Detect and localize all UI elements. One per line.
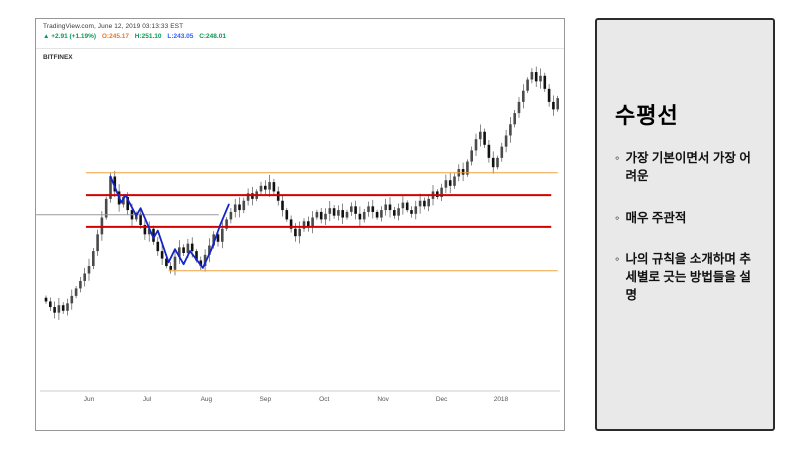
header-divider — [36, 48, 564, 49]
high-value: H:251.10 — [134, 32, 162, 40]
svg-text:2018: 2018 — [494, 396, 509, 403]
bullet-marker-icon: ◦ — [615, 151, 620, 165]
note-list: ◦ 가장 기본이면서 가장 어려운 ◦ 매우 주관적 ◦ 나의 규칙을 소개하며… — [615, 150, 761, 305]
svg-text:Jun: Jun — [84, 396, 95, 403]
svg-text:Oct: Oct — [319, 396, 329, 403]
chart-panel: TradingView.com, June 12, 2019 03:13:33 … — [35, 18, 565, 431]
change-value: ▲ +2.91 (+1.19%) — [43, 32, 97, 40]
note-bullet-text: 가장 기본이면서 가장 어려운 — [625, 151, 751, 183]
note-bullet-text: 나의 규칙을 소개하며 추세별로 긋는 방법들을 설명 — [625, 252, 751, 302]
svg-text:Sep: Sep — [260, 396, 272, 403]
candlestick-chart: Jun Jul Aug Sep Oct Nov Dec 2018 — [36, 66, 560, 403]
note-bullet: ◦ 나의 규칙을 소개하며 추세별로 긋는 방법들을 설명 — [615, 251, 761, 304]
note-bullet: ◦ 가장 기본이면서 가장 어려운 — [615, 150, 761, 186]
bullet-marker-icon: ◦ — [615, 252, 620, 267]
close-value: C:248.01 — [199, 32, 226, 40]
svg-text:Jul: Jul — [143, 396, 152, 403]
note-title: 수평선 — [615, 103, 679, 128]
watermark-text: TradingView.com, June 12, 2019 03:13:33 … — [43, 23, 184, 30]
open-value: O:245.17 — [101, 32, 129, 40]
notes-panel: 수평선 ◦ 가장 기본이면서 가장 어려운 ◦ 매우 주관적 ◦ 나의 규칙을 … — [595, 18, 775, 431]
svg-text:Aug: Aug — [201, 396, 213, 403]
ohlc-readout: ▲ +2.91 (+1.19%) O:245.17 H:251.10 L:243… — [43, 33, 230, 40]
svg-text:Dec: Dec — [436, 396, 448, 403]
note-bullet-text: 매우 주관적 — [625, 210, 687, 225]
chart-header: TradingView.com, June 12, 2019 03:13:33 … — [43, 23, 230, 40]
svg-text:Nov: Nov — [377, 396, 389, 403]
low-value: L:243.05 — [167, 32, 194, 40]
note-bullet: ◦ 매우 주관적 — [615, 210, 761, 228]
bullet-marker-icon: ◦ — [615, 210, 620, 225]
exchange-label: BITFINEX — [43, 54, 73, 61]
